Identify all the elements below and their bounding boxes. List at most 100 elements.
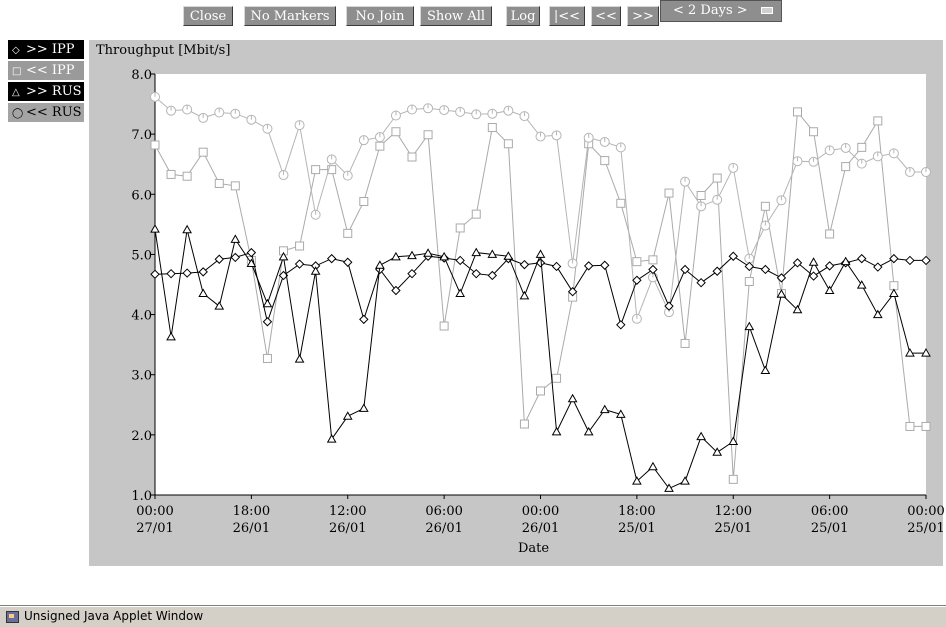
x-tick-date-label: 26/01 — [425, 521, 462, 536]
first-button[interactable]: |<< — [549, 6, 585, 26]
series-2 — [150, 224, 931, 492]
y-tick-label: 3.0 — [131, 369, 152, 384]
data-point — [246, 247, 257, 258]
legend-label: << RUS — [26, 105, 82, 120]
chart-title: Throughput [Mbit/s] — [96, 43, 231, 58]
no-join-button[interactable]: No Join — [346, 6, 414, 26]
data-point — [744, 261, 755, 272]
circle-marker-icon: ◯ — [12, 108, 24, 119]
data-point — [841, 162, 851, 172]
data-point — [166, 331, 176, 341]
data-point — [262, 298, 273, 308]
data-point — [712, 447, 723, 456]
data-point — [214, 178, 224, 188]
log-button[interactable]: Log — [506, 6, 540, 26]
data-point — [391, 285, 401, 296]
data-point — [166, 268, 176, 279]
legend-item-ipp-in[interactable]: □ << IPP — [8, 61, 84, 80]
data-point — [455, 255, 465, 266]
show-all-button[interactable]: Show All — [420, 6, 492, 26]
triangle-marker-icon: △ — [12, 87, 20, 98]
data-point — [840, 256, 851, 266]
x-tick-time-label: 00:00 — [136, 504, 173, 519]
data-point — [921, 255, 931, 266]
prev-button[interactable]: << — [591, 6, 621, 26]
data-point — [680, 476, 690, 485]
data-point — [600, 260, 610, 270]
time-range-selector[interactable]: < 2 Days > — [660, 0, 782, 22]
data-point — [246, 258, 257, 267]
legend-label: << IPP — [26, 63, 75, 78]
legend-item-ipp-out[interactable]: ◇ >> IPP — [8, 40, 84, 59]
data-point — [583, 426, 594, 436]
data-point — [503, 139, 513, 149]
data-point — [471, 268, 481, 279]
data-point — [487, 123, 497, 133]
data-point — [567, 287, 578, 297]
data-point — [487, 249, 498, 258]
data-point — [358, 403, 369, 412]
data-point — [391, 127, 401, 137]
data-point — [728, 436, 739, 445]
data-point — [728, 251, 738, 261]
data-point — [551, 426, 562, 436]
x-tick-date-label: 25/01 — [811, 521, 848, 536]
data-point — [680, 338, 690, 348]
range-toggle-icon[interactable] — [761, 7, 773, 14]
data-point — [423, 248, 433, 257]
data-point — [214, 301, 225, 310]
legend-label: >> RUS — [26, 84, 82, 99]
x-tick-time-label: 00:00 — [907, 504, 944, 519]
time-range-label: < 2 Days > — [673, 3, 748, 18]
data-point — [905, 255, 915, 266]
data-point — [343, 228, 353, 238]
x-tick-date-label: 25/01 — [907, 521, 944, 536]
x-tick-time-label: 18:00 — [233, 504, 270, 519]
data-point — [487, 270, 498, 281]
data-point — [150, 269, 160, 279]
data-point — [696, 277, 706, 288]
y-tick-label: 7.0 — [131, 128, 152, 143]
data-point — [664, 188, 674, 198]
data-point — [214, 254, 224, 264]
data-point — [455, 288, 466, 298]
x-tick-time-label: 12:00 — [715, 504, 752, 519]
y-tick-label: 1.0 — [131, 489, 152, 504]
data-point — [712, 266, 722, 276]
y-tick-label: 6.0 — [131, 188, 152, 203]
series-1 — [150, 107, 931, 484]
data-point — [744, 276, 754, 286]
legend-label: >> IPP — [26, 42, 75, 57]
data-point — [519, 259, 530, 270]
legend-item-rus-out[interactable]: △ >> RUS — [8, 82, 84, 101]
data-point — [455, 223, 465, 233]
data-point — [519, 290, 530, 300]
data-point — [600, 156, 610, 166]
data-point — [198, 147, 208, 157]
data-point — [407, 152, 417, 162]
data-point — [375, 260, 385, 269]
x-tick-date-label: 26/01 — [329, 521, 366, 536]
data-point — [230, 234, 241, 243]
data-point — [519, 419, 529, 429]
status-bar: Unsigned Java Applet Window — [0, 606, 946, 627]
data-point — [616, 320, 626, 330]
data-point — [150, 224, 160, 233]
data-point — [391, 251, 401, 261]
close-button[interactable]: Close — [183, 6, 233, 26]
data-point — [857, 253, 867, 264]
data-point — [664, 483, 674, 492]
data-point — [696, 190, 706, 200]
data-point — [728, 474, 738, 484]
legend-item-rus-in[interactable]: ◯ << RUS — [8, 103, 84, 122]
data-point — [648, 461, 658, 471]
data-point — [872, 309, 883, 319]
data-point — [905, 421, 915, 431]
no-markers-button[interactable]: No Markers — [244, 6, 336, 26]
next-button[interactable]: >> — [627, 6, 659, 26]
data-point — [856, 280, 867, 289]
data-point — [198, 267, 208, 277]
data-point — [230, 181, 240, 191]
data-point — [262, 353, 272, 363]
x-tick-date-label: 26/01 — [233, 521, 270, 536]
